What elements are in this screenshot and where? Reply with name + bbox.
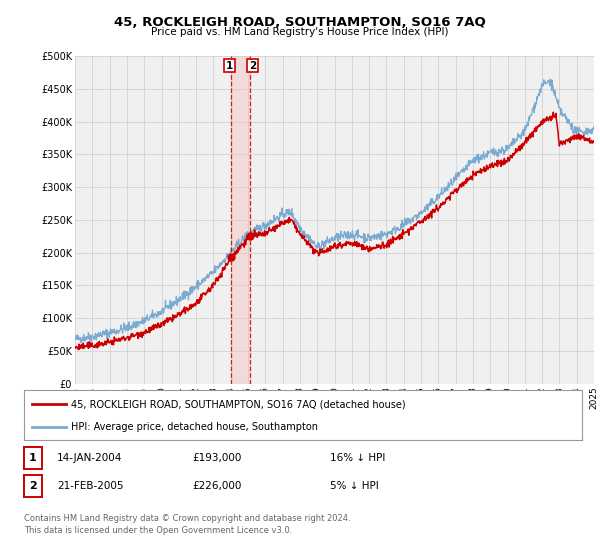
Text: 45, ROCKLEIGH ROAD, SOUTHAMPTON, SO16 7AQ: 45, ROCKLEIGH ROAD, SOUTHAMPTON, SO16 7A… xyxy=(114,16,486,29)
Text: Contains HM Land Registry data © Crown copyright and database right 2024.: Contains HM Land Registry data © Crown c… xyxy=(24,514,350,523)
Text: 1: 1 xyxy=(226,61,233,71)
Text: £193,000: £193,000 xyxy=(192,453,241,463)
Text: Price paid vs. HM Land Registry's House Price Index (HPI): Price paid vs. HM Land Registry's House … xyxy=(151,27,449,37)
Text: 16% ↓ HPI: 16% ↓ HPI xyxy=(330,453,385,463)
Text: 2: 2 xyxy=(249,61,256,71)
Text: 5% ↓ HPI: 5% ↓ HPI xyxy=(330,481,379,491)
Bar xyxy=(232,56,250,384)
Text: HPI: Average price, detached house, Southampton: HPI: Average price, detached house, Sout… xyxy=(71,422,319,432)
Text: 21-FEB-2005: 21-FEB-2005 xyxy=(57,481,124,491)
Text: 2: 2 xyxy=(29,481,37,491)
Text: 1: 1 xyxy=(29,453,37,463)
Text: 14-JAN-2004: 14-JAN-2004 xyxy=(57,453,122,463)
Text: 45, ROCKLEIGH ROAD, SOUTHAMPTON, SO16 7AQ (detached house): 45, ROCKLEIGH ROAD, SOUTHAMPTON, SO16 7A… xyxy=(71,399,406,409)
Text: £226,000: £226,000 xyxy=(192,481,241,491)
Text: This data is licensed under the Open Government Licence v3.0.: This data is licensed under the Open Gov… xyxy=(24,526,292,535)
